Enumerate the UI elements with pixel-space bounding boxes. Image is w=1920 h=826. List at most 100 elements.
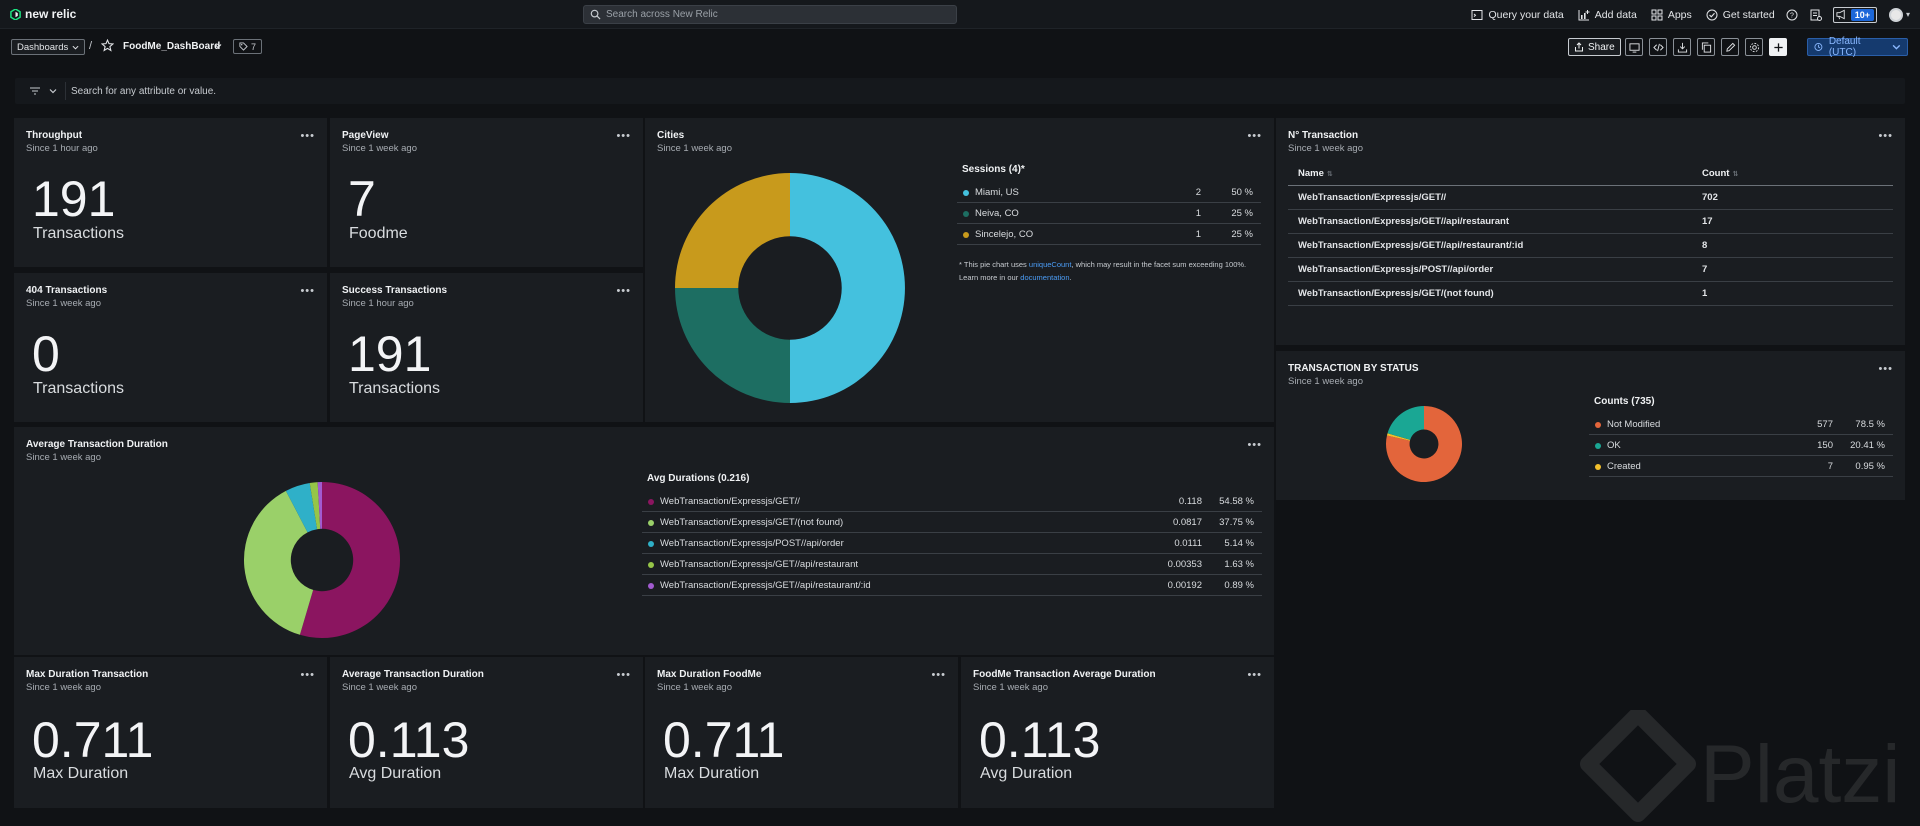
pie-slice[interactable] — [790, 173, 905, 403]
legend-item[interactable]: WebTransaction/Expressjs/GET//api/restau… — [642, 554, 1262, 575]
duplicate-button[interactable] — [1697, 38, 1715, 56]
column-header-name[interactable]: Name ⇅ — [1288, 162, 1692, 186]
edit-button[interactable] — [1721, 38, 1739, 56]
tv-icon — [1628, 42, 1640, 53]
table-row[interactable]: WebTransaction/Expressjs/GET/(not found)… — [1288, 281, 1893, 306]
pie-slice[interactable] — [675, 288, 790, 403]
table-row[interactable]: WebTransaction/Expressjs/GET//api/restau… — [1288, 233, 1893, 258]
billboard-value: 0 — [32, 326, 60, 382]
widget-menu-icon[interactable]: ••• — [616, 130, 631, 142]
legend-item[interactable]: Miami, US 2 50 % — [957, 182, 1261, 203]
legend-label: WebTransaction/Expressjs/GET// — [660, 496, 800, 507]
megaphone-icon — [1836, 9, 1845, 20]
widget-menu-icon[interactable]: ••• — [1878, 363, 1893, 375]
add-data-link[interactable]: Add data — [1578, 9, 1637, 21]
table-row[interactable]: WebTransaction/Expressjs/GET//api/restau… — [1288, 209, 1893, 234]
activity-button[interactable] — [1809, 8, 1823, 22]
apps-link[interactable]: Apps — [1651, 9, 1692, 21]
get-started-link[interactable]: Get started — [1706, 9, 1775, 21]
legend-item[interactable]: WebTransaction/Expressjs/GET//api/restau… — [642, 575, 1262, 596]
pie-slice[interactable] — [309, 482, 321, 530]
legend-item[interactable]: Created 7 0.95 % — [1589, 456, 1893, 477]
legend-swatch — [963, 190, 969, 196]
share-button[interactable]: Share — [1568, 38, 1621, 56]
widget-menu-icon[interactable]: ••• — [300, 669, 315, 681]
legend-item[interactable]: Sincelejo, CO 1 25 % — [957, 224, 1261, 245]
add-widget-button[interactable] — [1769, 38, 1787, 56]
tv-mode-button[interactable] — [1625, 38, 1643, 56]
legend-item[interactable]: Neiva, CO 1 25 % — [957, 203, 1261, 224]
notifications-button[interactable]: 10+ — [1832, 6, 1877, 23]
legend-label: Not Modified — [1607, 419, 1661, 430]
widget-title: Average Transaction Duration — [342, 669, 484, 680]
legend-swatch — [1595, 443, 1601, 449]
global-search[interactable]: Search across New Relic — [583, 5, 957, 24]
table-row[interactable]: WebTransaction/Expressjs/POST//api/order… — [1288, 257, 1893, 282]
filter-search-input[interactable] — [71, 82, 1891, 100]
legend-label: WebTransaction/Expressjs/GET/(not found) — [660, 517, 844, 528]
top-bar: new relic Search across New Relic Query … — [0, 0, 1920, 29]
widget-title: Max Duration Transaction — [26, 669, 149, 680]
widget-menu-icon[interactable]: ••• — [1247, 439, 1262, 451]
widget-menu-icon[interactable]: ••• — [1878, 130, 1893, 142]
widget-menu-icon[interactable]: ••• — [616, 669, 631, 681]
help-button[interactable]: ? — [1785, 8, 1799, 22]
legend-item[interactable]: WebTransaction/Expressjs/POST//api/order… — [642, 533, 1262, 554]
user-avatar[interactable] — [1888, 7, 1903, 22]
download-button[interactable] — [1673, 38, 1691, 56]
cell-count: 8 — [1692, 233, 1893, 258]
legend-percent: 25 % — [1231, 229, 1253, 240]
widget-title: Max Duration FoodMe — [657, 669, 762, 680]
chevron-down-icon[interactable] — [49, 87, 57, 95]
widget-time-range: Since 1 week ago — [657, 143, 732, 154]
settings-button[interactable] — [1745, 38, 1763, 56]
star-icon[interactable] — [101, 39, 114, 52]
widget-menu-icon[interactable]: ••• — [616, 285, 631, 297]
pie-slice[interactable] — [285, 482, 318, 533]
download-icon — [1677, 42, 1687, 53]
legend-swatch — [648, 499, 654, 505]
legend-item[interactable]: Not Modified 577 78.5 % — [1589, 414, 1893, 435]
widget-menu-icon[interactable]: ••• — [931, 669, 946, 681]
pie-slice[interactable] — [1386, 406, 1462, 482]
pie-slice[interactable] — [1386, 433, 1411, 441]
query-your-data-link[interactable]: Query your data — [1471, 9, 1564, 21]
legend-value: 7 — [1827, 461, 1833, 472]
pie-slice[interactable] — [317, 482, 322, 529]
legend-item[interactable]: WebTransaction/Expressjs/GET// 0.118 54.58… — [642, 491, 1262, 512]
plus-icon — [1773, 42, 1783, 52]
legend-percent: 0.95 % — [1855, 461, 1885, 472]
legend-item[interactable]: WebTransaction/Expressjs/GET/(not found)… — [642, 512, 1262, 533]
dashboards-dropdown[interactable]: Dashboards — [11, 39, 86, 55]
table-row[interactable]: WebTransaction/Expressjs/GET//702 — [1288, 185, 1893, 210]
column-header-count[interactable]: Count ⇅ — [1692, 162, 1893, 186]
status-donut-chart[interactable] — [1386, 406, 1462, 482]
new-relic-logo[interactable]: new relic — [10, 7, 76, 21]
widget-menu-icon[interactable]: ••• — [300, 285, 315, 297]
timezone-picker[interactable]: Default (UTC) — [1807, 36, 1908, 58]
pie-slice[interactable] — [244, 490, 314, 635]
documentation-link[interactable]: documentation — [1020, 273, 1070, 282]
widget-menu-icon[interactable]: ••• — [1247, 130, 1262, 142]
legend-item[interactable]: OK 150 20.41 % — [1589, 435, 1893, 456]
uniquecount-link[interactable]: uniqueCount — [1028, 260, 1072, 269]
filter-icon[interactable] — [29, 85, 41, 97]
pie-slice[interactable] — [1387, 406, 1424, 440]
widget-time-range: Since 1 hour ago — [342, 298, 414, 309]
embed-code-button[interactable] — [1649, 38, 1667, 56]
footnote-text: Learn more in our — [959, 273, 1019, 282]
chevron-down-icon[interactable] — [214, 42, 222, 50]
get-started-label: Get started — [1722, 8, 1775, 21]
chevron-down-icon[interactable]: ▾ — [1905, 10, 1910, 19]
foodme-average-duration-widget: FoodMe Transaction Average Duration Sinc… — [961, 657, 1274, 808]
cell-count: 7 — [1692, 257, 1893, 282]
cities-donut-chart[interactable] — [675, 173, 905, 403]
avg-duration-donut-chart[interactable] — [244, 482, 400, 638]
pie-slice[interactable] — [299, 482, 400, 638]
widget-menu-icon[interactable]: ••• — [1247, 669, 1262, 681]
pie-slice[interactable] — [675, 173, 790, 288]
widget-menu-icon[interactable]: ••• — [300, 130, 315, 142]
legend-swatch — [648, 562, 654, 568]
tags-button[interactable]: 7 — [233, 39, 263, 54]
tag-count: 7 — [251, 41, 257, 52]
